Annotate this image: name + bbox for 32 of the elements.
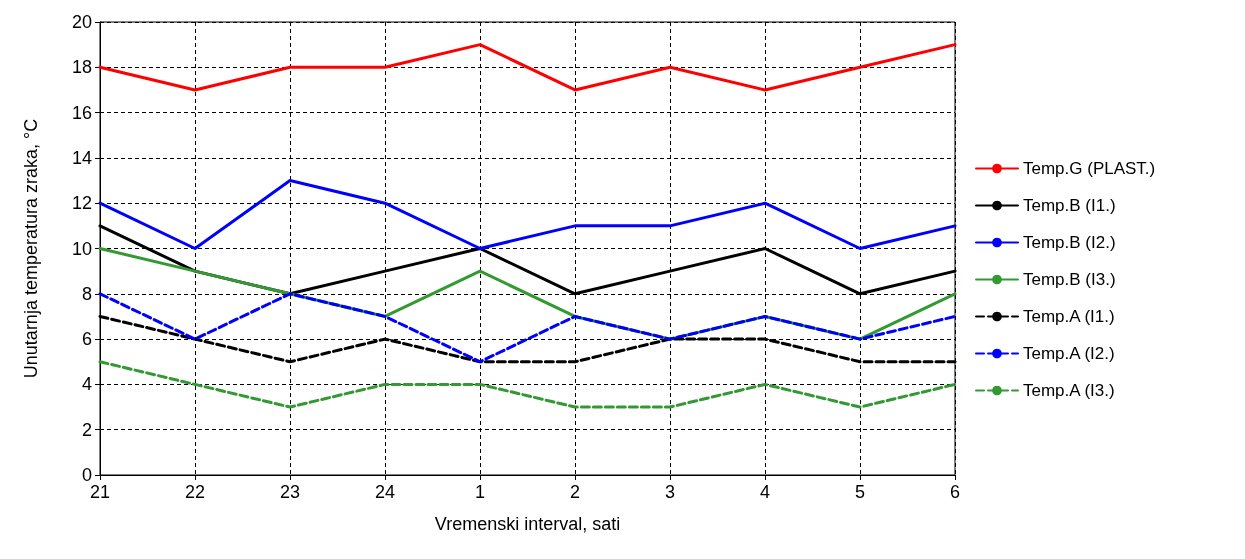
y-tick-label: 6 — [81, 329, 92, 350]
x-tick-label: 3 — [664, 482, 676, 502]
y-tick-label: 12 — [71, 193, 92, 214]
legend-label: Temp.B (I3.) — [1023, 270, 1116, 289]
y-tick-label: 8 — [81, 283, 92, 304]
legend-label: Temp.A (I2.) — [1023, 344, 1115, 363]
x-tick-label: 23 — [279, 482, 301, 502]
legend-label: Temp.B (I2.) — [1023, 233, 1116, 252]
y-tick-label: 10 — [71, 238, 92, 259]
y-tick-label: 0 — [81, 465, 92, 485]
x-axis-title: Vremenski interval, sati — [434, 514, 621, 534]
legend-label: Temp.B (I1.) — [1023, 196, 1116, 215]
x-tick-label: 24 — [374, 482, 396, 502]
x-tick-label: 22 — [184, 482, 206, 502]
legend-label: Temp.A (I1.) — [1023, 307, 1115, 326]
y-tick-label: 2 — [81, 419, 92, 440]
line-series — [98, 179, 957, 250]
x-tick-label: 21 — [89, 482, 111, 502]
y-tick-label: 20 — [71, 12, 92, 32]
y-tick-label: 4 — [81, 374, 92, 395]
y-tick-label: 16 — [71, 102, 92, 123]
legend-label: Temp.G (PLAST.) — [1023, 159, 1156, 178]
legend-label: Temp.A (I3.) — [1023, 381, 1115, 400]
x-tick-label: 4 — [759, 482, 771, 502]
x-tick-label: 1 — [474, 482, 486, 502]
x-tick-label: 2 — [569, 482, 581, 502]
x-tick-label: 5 — [854, 482, 866, 502]
x-tick-label: 6 — [949, 482, 961, 502]
y-tick-label: 14 — [71, 147, 92, 168]
y-tick-label: 18 — [71, 57, 92, 78]
y-axis-title: Unutarnja temperatura zraka, °C — [21, 118, 41, 379]
line-series — [98, 292, 957, 364]
